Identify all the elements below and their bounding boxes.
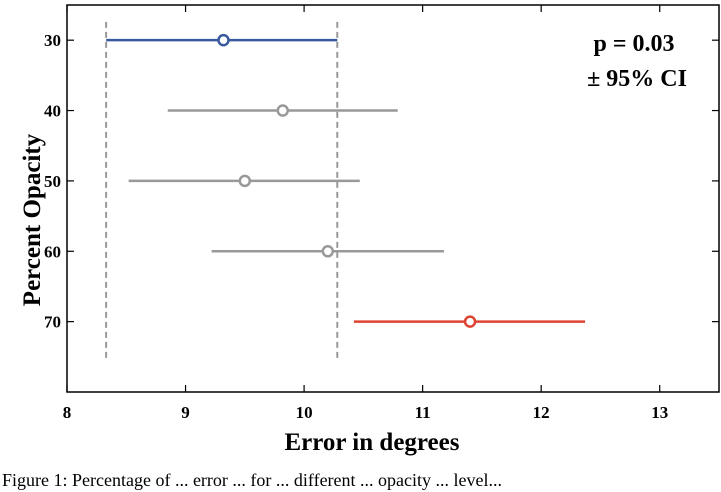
- y-tick-label: 60: [44, 242, 61, 261]
- ci-annotation: ± 95% CI: [587, 66, 687, 92]
- interval-chart: 8 9 10 11 12 13 30 40 50 60 70 Error in degrees P…: [19, 4, 720, 456]
- mean-marker-50: [238, 174, 252, 188]
- reference-lines: [105, 21, 339, 361]
- y-axis-title: Percent Opacity: [19, 133, 46, 306]
- x-tick-label: 11: [415, 403, 431, 422]
- series-layer: [106, 33, 586, 328]
- x-tick-label: 9: [181, 403, 190, 422]
- x-tick-label: 10: [296, 403, 313, 422]
- x-tick-label: 13: [651, 403, 668, 422]
- figure-caption: Figure 1: Percentage of ... error ... fo…: [2, 470, 503, 490]
- plot-frame: [66, 4, 720, 393]
- x-tick-label: 8: [63, 403, 72, 422]
- mean-marker-70: [463, 315, 477, 328]
- x-axis-title: Error in degrees: [285, 429, 460, 456]
- p-value-annotation: p = 0.03: [593, 31, 674, 57]
- mean-marker-40: [276, 104, 290, 117]
- mean-marker-60: [321, 245, 335, 258]
- y-tick-label: 40: [44, 102, 61, 121]
- y-tick-label: 30: [44, 31, 61, 50]
- y-tick-label: 50: [44, 172, 61, 191]
- y-tick-label: 70: [44, 313, 61, 332]
- x-tick-label: 12: [533, 403, 550, 422]
- x-axis: 8 9 10 11 12 13: [63, 5, 668, 422]
- y-axis: 30 40 50 60 70: [44, 31, 719, 332]
- mean-marker-30: [217, 33, 230, 47]
